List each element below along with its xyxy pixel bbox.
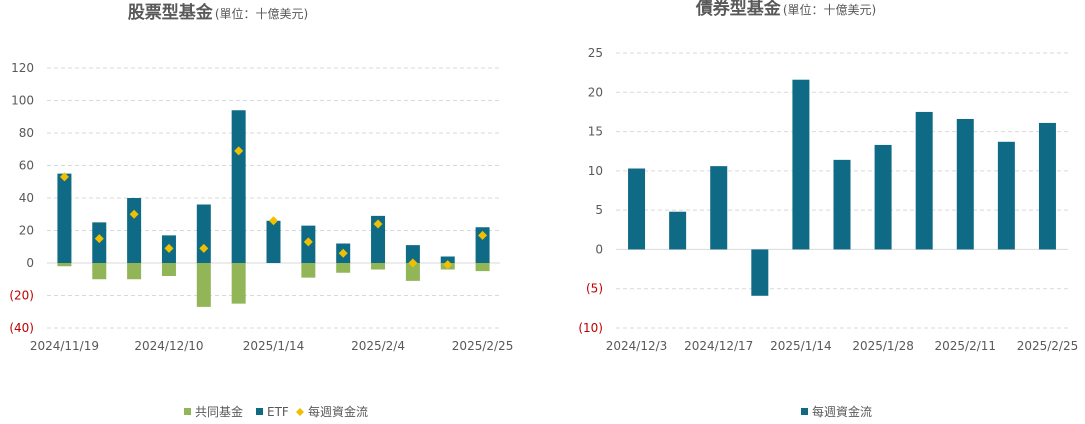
equity-flow-point xyxy=(94,234,104,244)
equity-bar-1 xyxy=(336,263,351,273)
equity-y-tick-label: 0 xyxy=(26,256,34,270)
equity-bar-2 xyxy=(371,215,386,263)
bond-chart-title-group: 債券型基金 (單位：十億美元) xyxy=(695,0,876,19)
equity-flow-point xyxy=(234,146,244,156)
equity-bar-2 xyxy=(266,220,281,263)
equity-legend: 共同基金 ETF 每週資金流 xyxy=(184,404,368,419)
bond-bar-1 xyxy=(997,141,1015,250)
bond-x-tick-label: 2024/12/17 xyxy=(684,339,753,353)
legend-label-bond-weekly-flow: 每週資金流 xyxy=(812,404,872,419)
equity-bar-2 xyxy=(127,198,142,263)
equity-bar-2 xyxy=(231,110,246,263)
equity-fund-chart: 股票型基金 (單位：十億美元) 120 100 80 60 40 20 0 (20) (40) 2… xyxy=(9,2,513,419)
equity-x-tick-label: 2025/2/4 xyxy=(351,339,405,353)
equity-bar-1 xyxy=(405,263,420,281)
bond-chart-subtitle: (單位：十億美元) xyxy=(783,2,876,17)
bond-y-tick-label: 0 xyxy=(595,242,603,256)
bond-bar-1 xyxy=(915,111,933,250)
bond-y-tick-label: 20 xyxy=(588,85,603,99)
equity-y-tick-label: 20 xyxy=(19,224,34,238)
equity-bar-1 xyxy=(196,263,211,307)
equity-x-tick-label: 2025/1/14 xyxy=(243,339,305,353)
equity-flow-point xyxy=(269,216,278,226)
equity-bar-1 xyxy=(371,263,386,270)
legend-label-mutual-fund: 共同基金 xyxy=(195,404,243,419)
equity-bar-2 xyxy=(440,256,455,263)
equity-chart-title-group: 股票型基金 (單位：十億美元) xyxy=(128,2,308,23)
bond-y-tick-label: (5) xyxy=(586,282,603,296)
equity-bar-1 xyxy=(92,263,107,280)
bond-bar-1 xyxy=(751,249,769,296)
equity-flow-point xyxy=(443,260,453,270)
equity-y-tick-label: (20) xyxy=(9,289,34,303)
equity-flow-point xyxy=(164,243,174,253)
bond-x-tick-label: 2024/12/3 xyxy=(606,339,668,353)
equity-gridlines xyxy=(47,67,500,329)
equity-y-tick-label: 40 xyxy=(19,191,34,205)
equity-bar-2 xyxy=(57,173,72,263)
bond-bar-1 xyxy=(1038,122,1056,250)
equity-x-tick-label: 2024/12/10 xyxy=(134,339,203,353)
equity-bar-1 xyxy=(475,263,490,272)
bond-bar-1 xyxy=(628,168,646,250)
legend-swatch-etf xyxy=(256,408,263,415)
bond-legend: 每週資金流 xyxy=(801,404,872,419)
bond-bar-1 xyxy=(710,166,728,250)
equity-chart-subtitle: (單位：十億美元) xyxy=(215,6,308,21)
bond-y-tick-label: 15 xyxy=(588,125,603,139)
legend-label-weekly-flow: 每週資金流 xyxy=(308,404,368,419)
equity-flow-point xyxy=(129,209,139,219)
bond-y-tick-label: (10) xyxy=(578,321,603,335)
equity-flow-point xyxy=(59,172,69,182)
equity-x-tick-label: 2025/2/25 xyxy=(452,339,514,353)
equity-y-tick-label: (40) xyxy=(9,321,34,335)
equity-y-tick-label: 100 xyxy=(11,94,34,108)
equity-flow-point xyxy=(199,243,209,253)
bond-bar-1 xyxy=(792,79,810,250)
bond-x-tick-label: 2025/1/28 xyxy=(852,339,914,353)
equity-bar-1 xyxy=(301,263,316,278)
bond-fund-chart: 債券型基金 (單位：十億美元) 25 20 15 10 5 0 (5) (10) 2024/12… xyxy=(578,0,1078,419)
equity-flow-point xyxy=(408,258,418,268)
equity-bars xyxy=(57,110,490,307)
equity-bar-1 xyxy=(231,263,246,304)
bond-x-axis-ticks: 2024/12/3 2024/12/17 2025/1/14 2025/1/28 202… xyxy=(606,339,1078,353)
bond-bar-1 xyxy=(833,159,851,250)
bond-bar-1 xyxy=(956,119,974,250)
bond-y-tick-label: 25 xyxy=(588,46,603,60)
bond-bar-1 xyxy=(874,144,892,250)
equity-flow-point xyxy=(373,219,383,229)
equity-bar-2 xyxy=(405,245,420,263)
bond-bar-1 xyxy=(669,211,687,250)
equity-flow-point xyxy=(303,237,313,247)
bond-x-tick-label: 2025/2/25 xyxy=(1017,339,1079,353)
equity-x-axis-ticks: 2024/11/19 2024/12/10 2025/1/14 2025/2/4 202… xyxy=(30,339,514,353)
bond-x-tick-label: 2025/1/14 xyxy=(770,339,832,353)
legend-label-etf: ETF xyxy=(267,405,289,419)
equity-y-axis-ticks: 120 100 80 60 40 20 0 (20) (40) xyxy=(9,61,34,335)
equity-bar-1 xyxy=(161,263,176,276)
equity-y-tick-label: 60 xyxy=(19,159,34,173)
bond-y-tick-label: 5 xyxy=(595,203,603,217)
bond-y-tick-label: 10 xyxy=(588,164,603,178)
legend-swatch-bond-weekly-flow xyxy=(801,408,808,415)
equity-y-tick-label: 80 xyxy=(19,126,34,140)
legend-swatch-mutual-fund xyxy=(184,408,191,415)
legend-swatch-weekly-flow xyxy=(296,408,304,416)
equity-bar-1 xyxy=(57,263,72,267)
bond-y-axis-ticks: 25 20 15 10 5 0 (5) (10) xyxy=(578,46,603,335)
equity-x-tick-label: 2024/11/19 xyxy=(30,339,99,353)
equity-bar-1 xyxy=(127,263,142,280)
bond-chart-title: 債券型基金 xyxy=(695,0,782,19)
bond-x-tick-label: 2025/2/11 xyxy=(935,339,997,353)
bond-bars xyxy=(628,79,1056,296)
equity-points xyxy=(59,146,488,270)
equity-flow-point xyxy=(478,230,488,240)
equity-flow-point xyxy=(338,248,348,258)
equity-chart-title: 股票型基金 xyxy=(128,2,214,23)
equity-bar-2 xyxy=(196,204,211,263)
equity-y-tick-label: 120 xyxy=(11,61,34,75)
